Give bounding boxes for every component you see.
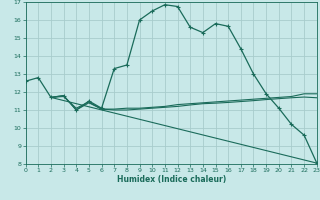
X-axis label: Humidex (Indice chaleur): Humidex (Indice chaleur): [116, 175, 226, 184]
